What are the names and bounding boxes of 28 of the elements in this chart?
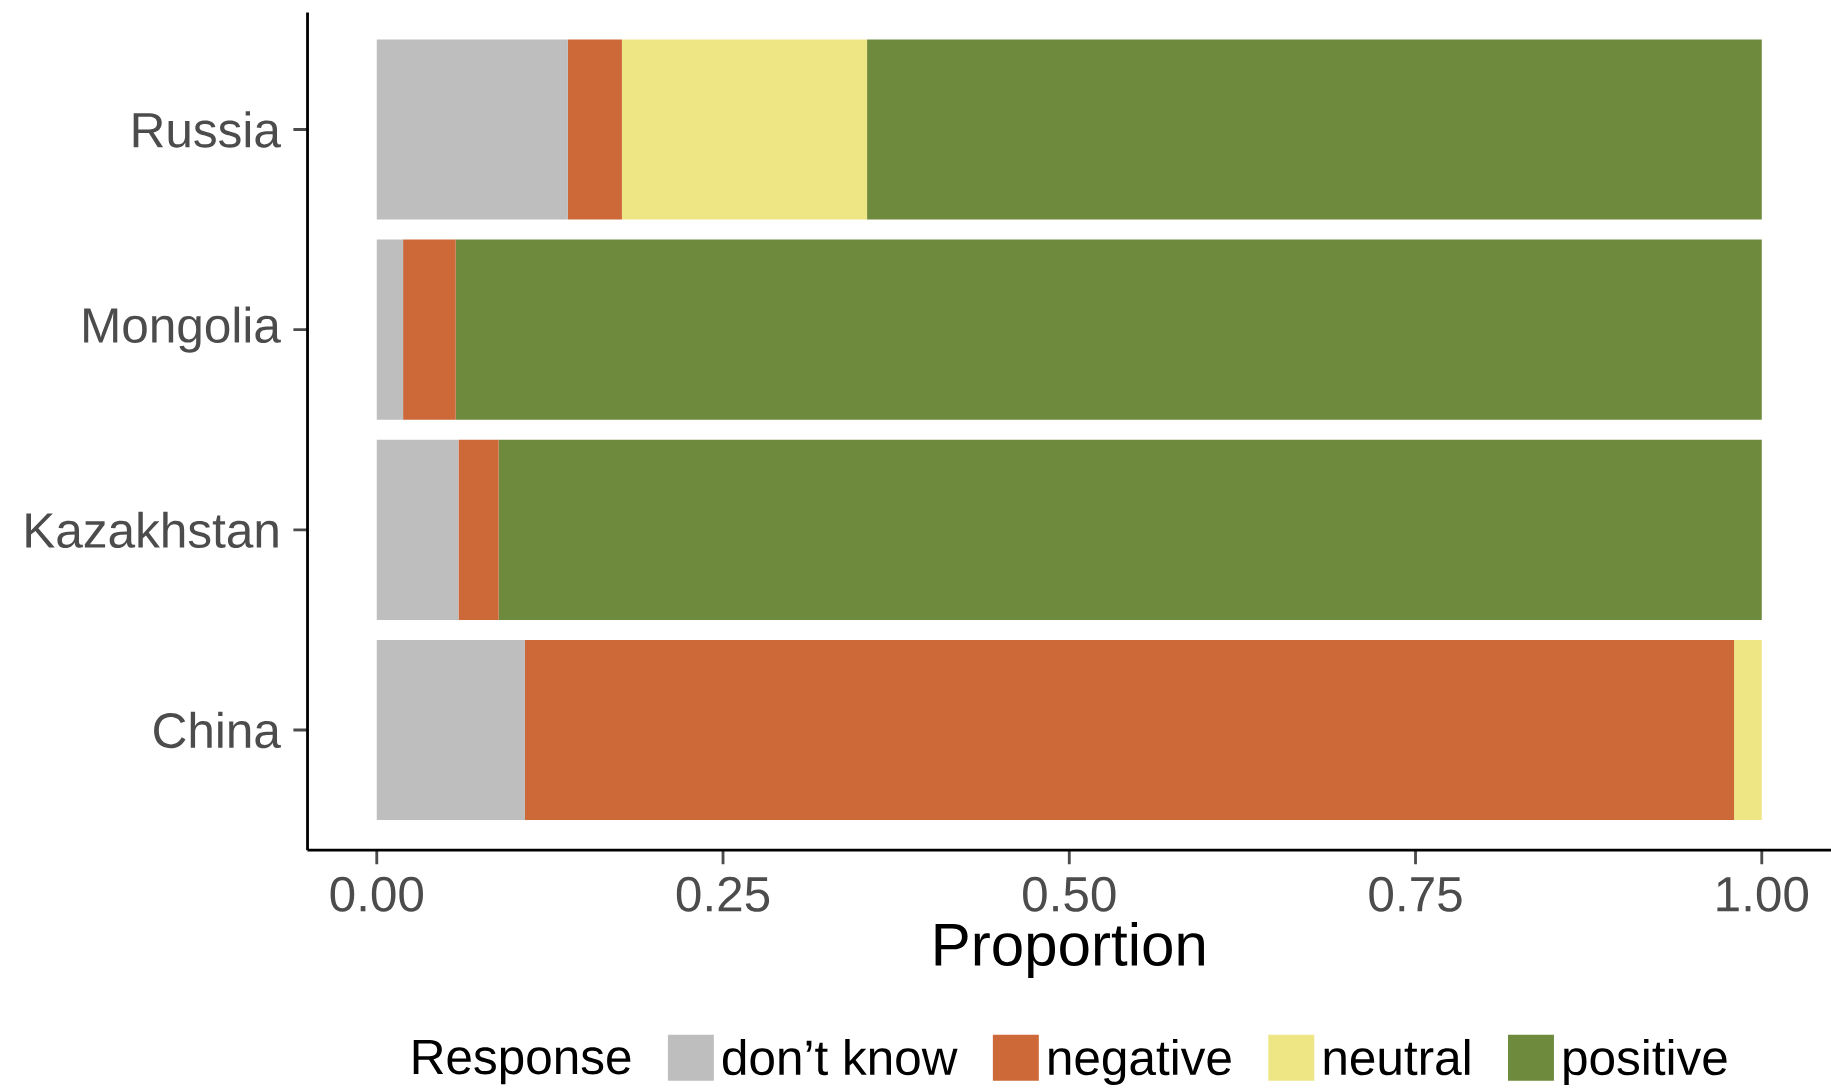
- y-tick-label: China: [154, 711, 281, 748]
- bar: [621, 39, 868, 220]
- bar: [524, 639, 1735, 820]
- x-tick-label: 0.25: [676, 876, 770, 912]
- legend-label: neutral: [1324, 1038, 1470, 1076]
- bar: [376, 239, 404, 420]
- bar: [376, 639, 525, 820]
- y-tick-label: Russia: [133, 111, 281, 148]
- y-tick-label: Kazakhstan: [26, 511, 278, 548]
- y-tick-label: Mongolia: [84, 306, 281, 353]
- bar: [403, 239, 456, 420]
- bar: [567, 39, 622, 220]
- bar: [498, 439, 1762, 620]
- x-tick-label: 0.50: [1023, 876, 1116, 912]
- legend-label: don’t know: [722, 1038, 958, 1076]
- legend-label: negative: [1049, 1038, 1231, 1085]
- legend-label: positive: [1564, 1038, 1727, 1085]
- bar: [1734, 639, 1762, 820]
- bar: [867, 39, 1762, 220]
- bar: [376, 439, 459, 620]
- bar: [455, 239, 1762, 420]
- bar: [376, 39, 568, 220]
- x-tick-label: 0.00: [330, 876, 424, 912]
- x-tick-label: 1.00: [1717, 876, 1809, 912]
- x-tick-label: 0.75: [1369, 876, 1462, 912]
- legend-title: Response: [413, 1039, 631, 1084]
- bar: [458, 439, 499, 620]
- x-axis-title: Proportion: [935, 921, 1204, 978]
